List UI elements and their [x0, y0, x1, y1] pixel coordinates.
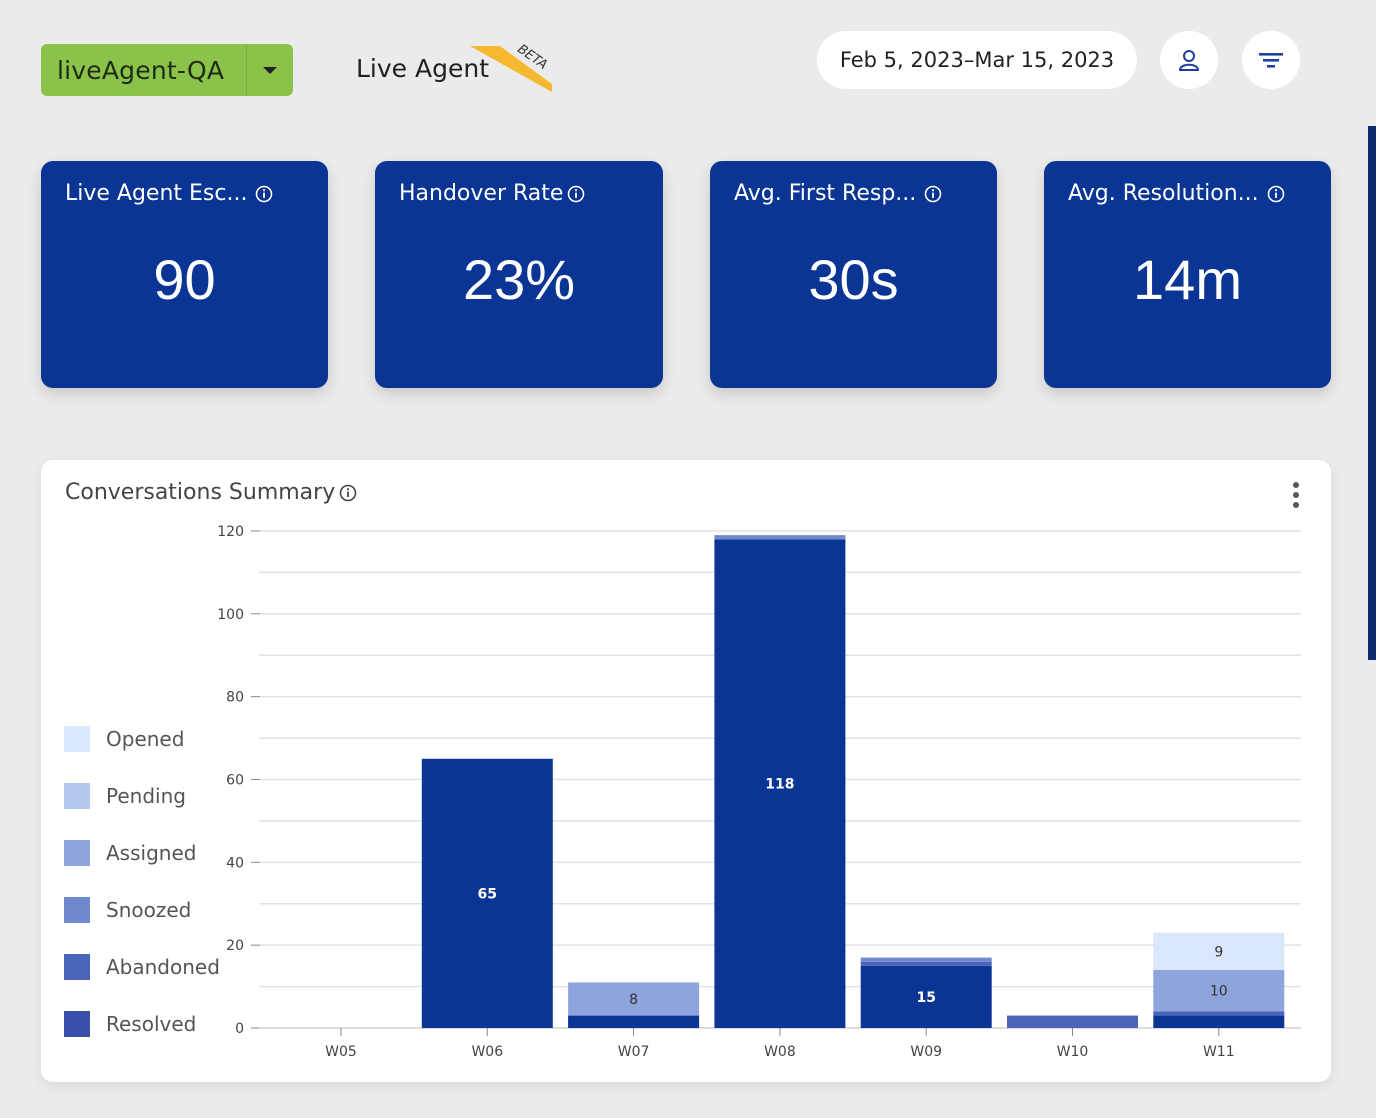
bot-name: liveAgent-QA — [57, 55, 225, 85]
data-label: 8 — [629, 992, 638, 1008]
kpi-value: 14m — [1133, 248, 1242, 311]
y-tick-label: 40 — [226, 855, 244, 871]
legend-label: Resolved — [106, 1011, 197, 1036]
data-label: 9 — [1214, 944, 1223, 960]
kpi-card-resolution: Avg. Resolution... 14m — [1044, 161, 1331, 388]
kpi-value: 30s — [808, 248, 899, 311]
date-range-label: Feb 5, 2023–Mar 15, 2023 — [839, 48, 1115, 72]
x-tick-label: W10 — [1057, 1044, 1089, 1060]
bar-assigned — [568, 982, 700, 1016]
chart-title: Conversations Summary — [65, 480, 357, 505]
bar-resolved — [421, 758, 553, 1028]
data-label: 15 — [916, 990, 935, 1006]
bar-abandoned — [860, 961, 992, 966]
user-button[interactable] — [1160, 31, 1218, 89]
filter-icon — [1259, 53, 1283, 68]
x-tick-label: W09 — [910, 1044, 942, 1060]
y-tick-label: 0 — [235, 1021, 244, 1037]
data-label: 10 — [1210, 984, 1228, 1000]
bar-assigned — [1153, 970, 1285, 1012]
kpi-title-text: Avg. Resolution... — [1068, 181, 1259, 206]
legend-item-opened[interactable]: Opened — [64, 710, 220, 767]
kpi-title-text: Live Agent Esc... — [65, 181, 248, 206]
y-tick-label: 100 — [217, 607, 244, 623]
y-tick-label: 60 — [226, 773, 244, 789]
bar-snoozed — [714, 535, 846, 540]
legend-item-pending[interactable]: Pending — [64, 767, 220, 824]
bot-selector[interactable]: liveAgent-QA — [41, 44, 293, 96]
info-icon[interactable] — [1267, 185, 1285, 203]
data-label: 118 — [765, 777, 794, 793]
bar-abandoned — [1153, 1011, 1285, 1016]
conversations-chart: 0 20 40 60 80 100 120 W05 65 W06 8 W07 118 W08 15 W09 W1… — [217, 524, 1301, 1060]
date-range-picker[interactable]: Feb 5, 2023–Mar 15, 2023 — [817, 31, 1137, 89]
legend-label: Snoozed — [106, 897, 192, 922]
info-icon[interactable] — [255, 185, 273, 203]
scrollbar[interactable] — [1368, 126, 1376, 660]
kpi-title: Avg. First Resp... — [734, 181, 942, 206]
legend-label: Opened — [106, 726, 185, 751]
filter-button[interactable] — [1242, 31, 1300, 89]
kpi-value: 90 — [153, 248, 216, 311]
chevron-down-icon[interactable] — [247, 44, 293, 96]
legend-item-snoozed[interactable]: Snoozed — [64, 881, 220, 938]
bot-selector-divider — [246, 44, 247, 96]
bar-resolved — [860, 965, 992, 1028]
page-title: Live Agent — [356, 54, 489, 83]
legend-item-resolved[interactable]: Resolved — [64, 995, 220, 1052]
more-vertical-icon[interactable] — [1287, 480, 1305, 510]
x-tick-label: W05 — [325, 1044, 357, 1060]
kpi-title: Live Agent Esc... — [65, 181, 273, 206]
kpi-title-text: Handover Rate — [399, 181, 564, 206]
kpi-card-first-response: Avg. First Resp... 30s — [710, 161, 997, 388]
y-tick-label: 80 — [226, 690, 244, 706]
x-tick-label: W11 — [1203, 1044, 1235, 1060]
legend-label: Abandoned — [106, 954, 220, 979]
kpi-card-escalations: Live Agent Esc... 90 — [41, 161, 328, 388]
conversations-summary-card: 0 20 40 60 80 100 120 W05 65 W06 8 W07 118 W08 15 W09 W1… — [41, 460, 1331, 1082]
kpi-value: 23% — [462, 248, 576, 311]
info-icon[interactable] — [339, 484, 357, 502]
x-tick-label: W07 — [618, 1044, 650, 1060]
info-icon[interactable] — [567, 185, 585, 203]
chart-legend: Opened Pending Assigned Snoozed Abandone… — [64, 710, 220, 1052]
kpi-title: Avg. Resolution... — [1068, 181, 1285, 206]
kpi-card-handover-rate: Handover Rate 23% — [375, 161, 663, 388]
bar-resolved — [1153, 1015, 1285, 1028]
user-icon — [1178, 50, 1200, 71]
bar-resolved — [714, 539, 846, 1028]
info-icon[interactable] — [924, 185, 942, 203]
legend-item-abandoned[interactable]: Abandoned — [64, 938, 220, 995]
legend-item-assigned[interactable]: Assigned — [64, 824, 220, 881]
beta-badge: BETA — [470, 44, 552, 92]
legend-label: Pending — [106, 783, 186, 808]
x-tick-label: W06 — [471, 1044, 503, 1060]
kpi-title: Handover Rate — [399, 181, 585, 206]
legend-label: Assigned — [106, 840, 197, 865]
bar-resolved — [568, 1015, 700, 1028]
y-tick-label: 20 — [226, 938, 244, 954]
bar-abandoned — [1007, 1015, 1138, 1028]
bar-opened — [1153, 932, 1285, 971]
y-tick-label: 120 — [217, 524, 244, 540]
data-label: 65 — [478, 886, 497, 902]
chart-title-text: Conversations Summary — [65, 480, 336, 505]
bar-snoozed — [860, 957, 992, 962]
x-tick-label: W08 — [764, 1044, 796, 1060]
kpi-title-text: Avg. First Resp... — [734, 181, 917, 206]
